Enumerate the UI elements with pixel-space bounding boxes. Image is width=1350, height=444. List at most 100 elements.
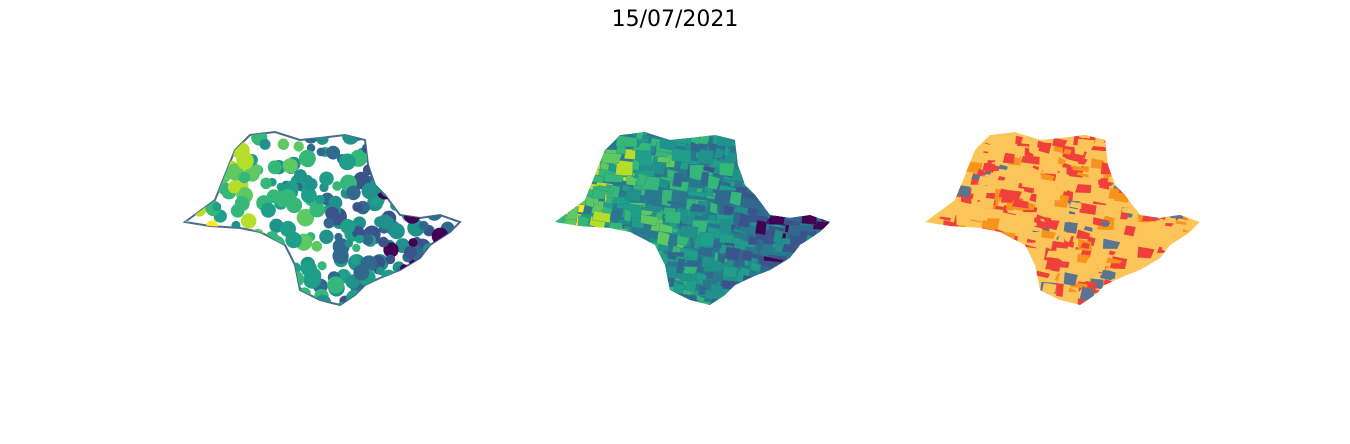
city-point [429, 287, 442, 300]
city-point [431, 227, 449, 245]
municipality [768, 276, 787, 285]
municipality [1126, 177, 1134, 185]
municipality [977, 176, 991, 186]
city-point [447, 243, 460, 256]
municipality [766, 167, 781, 185]
municipality [729, 191, 742, 207]
municipality [981, 199, 993, 209]
municipality [928, 285, 941, 290]
city-point [207, 275, 218, 287]
municipality [1160, 171, 1178, 177]
municipality [1128, 139, 1142, 152]
municipality [930, 168, 940, 179]
municipality [925, 222, 941, 237]
municipality [1101, 220, 1111, 227]
municipality [597, 132, 617, 141]
municipality [723, 204, 736, 216]
municipality [578, 288, 595, 298]
municipality [1005, 285, 1013, 296]
municipality [825, 212, 830, 221]
municipality [1091, 308, 1106, 312]
city-point [190, 224, 206, 241]
municipality [781, 192, 801, 203]
municipality [1064, 232, 1072, 243]
city-point [440, 251, 451, 261]
municipality [658, 299, 672, 305]
municipality [656, 230, 671, 247]
city-point [293, 169, 307, 183]
city-point [325, 206, 340, 221]
municipality [776, 287, 799, 299]
municipality [1083, 226, 1093, 232]
city-point [298, 287, 311, 300]
municipality [938, 264, 947, 273]
municipality [994, 205, 1007, 211]
category-map [925, 132, 1200, 321]
municipality [707, 174, 721, 190]
municipality [1108, 267, 1122, 274]
municipality [976, 168, 987, 176]
city-point [378, 236, 389, 248]
municipality [1020, 254, 1027, 264]
municipality [574, 171, 588, 189]
municipality [1164, 197, 1174, 211]
municipality [722, 266, 738, 278]
municipality [1038, 302, 1052, 305]
municipality [1002, 243, 1017, 256]
city-point [194, 259, 207, 272]
municipality [1019, 282, 1036, 291]
municipality [1142, 198, 1159, 212]
municipality [1077, 138, 1095, 150]
municipality [773, 228, 783, 244]
municipality [925, 282, 941, 290]
municipality [780, 299, 794, 305]
municipality [1099, 297, 1114, 305]
municipality [565, 153, 582, 160]
municipality [595, 133, 612, 145]
municipality [796, 199, 820, 215]
municipality [560, 240, 582, 257]
city-point [216, 168, 231, 184]
municipality [1163, 283, 1171, 293]
city-point [429, 254, 445, 270]
municipality [768, 282, 791, 294]
city-point [212, 164, 224, 176]
municipality [659, 222, 673, 234]
municipality [980, 271, 997, 281]
municipality [698, 307, 718, 317]
municipality [927, 247, 938, 252]
city-point [311, 240, 323, 252]
municipality [558, 266, 569, 275]
municipality [803, 161, 813, 171]
city-point [220, 228, 230, 238]
city-point [279, 220, 296, 237]
municipality [1017, 250, 1028, 263]
municipality [934, 181, 954, 189]
city-point [198, 132, 213, 138]
municipality [1079, 202, 1097, 215]
city-point [254, 245, 267, 258]
municipality [659, 134, 678, 151]
municipality [1136, 308, 1145, 316]
municipality [787, 296, 809, 305]
municipality [925, 295, 937, 302]
municipality [817, 195, 830, 213]
municipality [1167, 185, 1184, 197]
city-point [269, 240, 284, 255]
municipality [690, 203, 706, 213]
city-point [300, 187, 317, 204]
municipality [1014, 268, 1028, 276]
municipality [666, 200, 686, 207]
city-point [371, 292, 380, 301]
municipality [819, 242, 830, 249]
municipality [615, 291, 633, 304]
municipality [1004, 308, 1011, 321]
city-point [445, 151, 459, 165]
city-point [197, 238, 210, 251]
municipality [604, 172, 624, 183]
municipality [981, 263, 991, 269]
city-point [385, 254, 396, 265]
municipality [596, 274, 618, 284]
municipality [930, 268, 945, 275]
city-point [370, 138, 388, 156]
